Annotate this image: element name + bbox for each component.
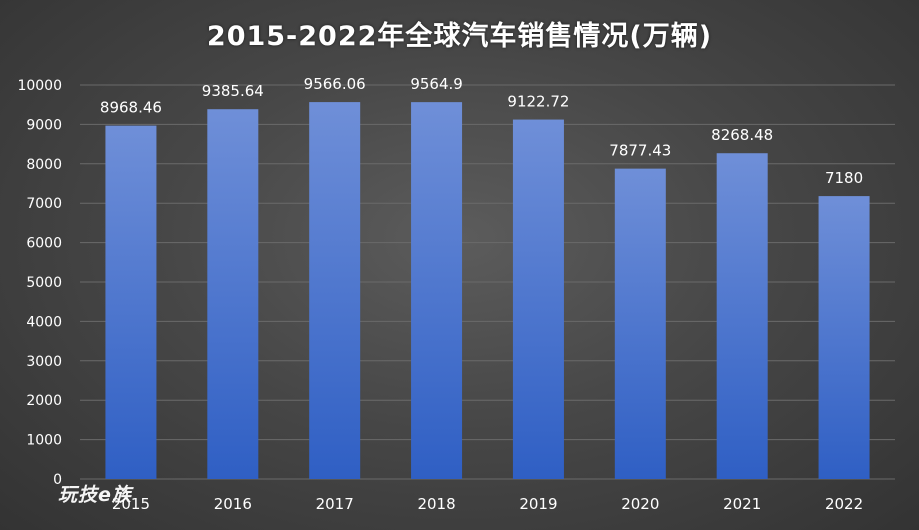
x-tick-label-2017: 2017 — [316, 495, 354, 513]
bars — [105, 102, 870, 480]
data-label-2015: 8968.46 — [100, 99, 162, 117]
watermark-logo: 玩技e族 — [58, 484, 132, 506]
y-tick-label: 1000 — [26, 433, 62, 449]
y-tick-label: 7000 — [26, 196, 62, 212]
bar-2019 — [512, 119, 564, 480]
x-tick-label-2019: 2019 — [519, 495, 557, 513]
y-tick-label: 0 — [53, 472, 62, 488]
data-label-2021: 8268.48 — [711, 126, 773, 144]
bar-2016 — [207, 109, 259, 480]
y-tick-label: 2000 — [26, 393, 62, 409]
bar-2022 — [818, 196, 870, 479]
x-tick-label-2015: 2015 — [112, 495, 150, 513]
data-label-2018: 9564.9 — [410, 75, 463, 93]
data-labels: 8968.46 9385.64 9566.06 9564.9 9122.72 7877.4… — [100, 75, 863, 187]
bar-2017 — [309, 102, 361, 480]
y-tick-label: 8000 — [26, 157, 62, 173]
data-label-2017: 9566.06 — [304, 75, 366, 93]
chart-title: 2015-2022年全球汽车销售情况(万辆) — [206, 21, 713, 52]
x-tick-label-2020: 2020 — [621, 495, 659, 513]
y-axis-ticks: 0 1000 2000 3000 4000 5000 6000 7000 8000 9000 100… — [17, 78, 62, 488]
bar-2020 — [614, 168, 666, 479]
data-label-2016: 9385.64 — [202, 82, 264, 100]
bar-2021 — [716, 153, 768, 479]
data-label-2020: 7877.43 — [609, 142, 671, 160]
y-tick-label: 10000 — [17, 78, 62, 94]
y-tick-label: 5000 — [26, 275, 62, 291]
data-label-2022: 7180 — [825, 169, 863, 187]
bar-2018 — [411, 102, 463, 479]
bar-2015 — [105, 125, 157, 480]
x-tick-label-2018: 2018 — [417, 495, 455, 513]
x-tick-label-2022: 2022 — [825, 495, 863, 513]
y-tick-label: 4000 — [26, 314, 62, 330]
x-tick-label-2021: 2021 — [723, 495, 761, 513]
y-tick-label: 3000 — [26, 354, 62, 370]
data-label-2019: 9122.72 — [507, 93, 569, 111]
x-tick-label-2016: 2016 — [214, 495, 252, 513]
y-tick-label: 6000 — [26, 236, 62, 252]
y-tick-label: 9000 — [26, 117, 62, 133]
x-axis-ticks: 2015 2016 2017 2018 2019 2020 2021 2022 — [112, 495, 863, 513]
